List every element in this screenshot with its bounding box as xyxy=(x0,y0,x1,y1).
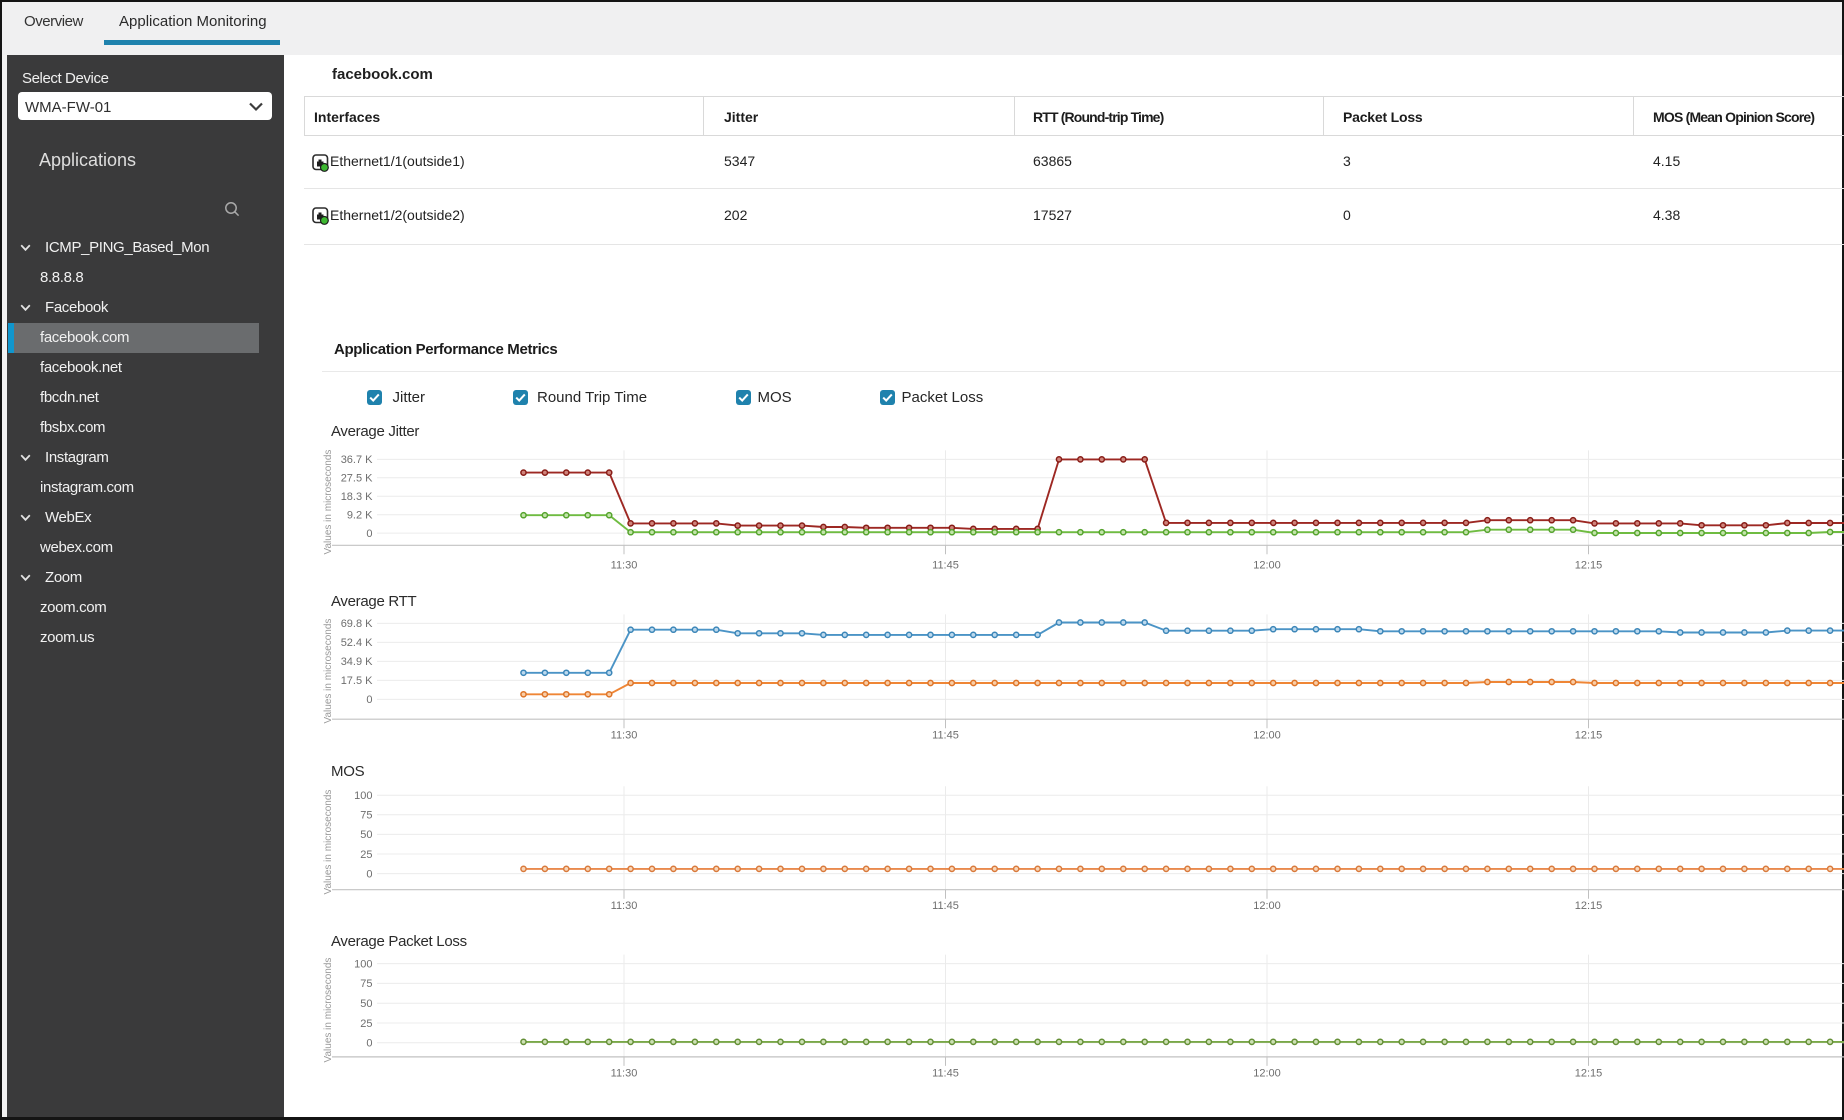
svg-text:11:45: 11:45 xyxy=(932,560,959,572)
svg-text:11:45: 11:45 xyxy=(932,900,959,912)
svg-text:12:00: 12:00 xyxy=(1253,1068,1281,1080)
svg-text:50: 50 xyxy=(360,829,372,841)
svg-text:34.9 K: 34.9 K xyxy=(341,656,373,668)
svg-text:75: 75 xyxy=(360,978,372,990)
svg-text:Values in microseconds: Values in microseconds xyxy=(323,958,334,1063)
svg-text:11:30: 11:30 xyxy=(611,560,638,572)
svg-text:11:30: 11:30 xyxy=(611,1068,638,1080)
svg-text:0: 0 xyxy=(366,528,372,540)
svg-text:Values in microseconds: Values in microseconds xyxy=(323,790,334,895)
svg-text:Average RTT: Average RTT xyxy=(331,593,416,610)
svg-text:Values in microseconds: Values in microseconds xyxy=(323,619,334,724)
svg-text:9.2 K: 9.2 K xyxy=(347,510,373,522)
svg-text:12:15: 12:15 xyxy=(1575,730,1603,742)
svg-text:12:15: 12:15 xyxy=(1575,900,1603,912)
svg-text:100: 100 xyxy=(354,958,372,970)
svg-text:36.7 K: 36.7 K xyxy=(341,454,373,466)
svg-text:17.5 K: 17.5 K xyxy=(341,675,373,687)
svg-text:25: 25 xyxy=(360,849,372,861)
svg-text:Average Packet Loss: Average Packet Loss xyxy=(331,933,467,950)
svg-text:11:30: 11:30 xyxy=(611,900,638,912)
svg-text:0: 0 xyxy=(366,1038,372,1050)
svg-text:50: 50 xyxy=(360,998,372,1010)
svg-text:0: 0 xyxy=(366,694,372,706)
svg-text:MOS: MOS xyxy=(331,763,365,780)
svg-text:Average Jitter: Average Jitter xyxy=(331,423,419,440)
svg-text:12:00: 12:00 xyxy=(1253,560,1281,572)
svg-text:12:15: 12:15 xyxy=(1575,1068,1603,1080)
svg-text:0: 0 xyxy=(366,868,372,880)
svg-text:18.3 K: 18.3 K xyxy=(341,491,373,503)
svg-text:Values in microseconds: Values in microseconds xyxy=(323,450,334,555)
svg-text:12:00: 12:00 xyxy=(1253,900,1281,912)
svg-text:12:00: 12:00 xyxy=(1253,730,1281,742)
svg-text:25: 25 xyxy=(360,1018,372,1030)
svg-text:75: 75 xyxy=(360,810,372,822)
svg-text:12:15: 12:15 xyxy=(1575,560,1603,572)
svg-text:69.8 K: 69.8 K xyxy=(341,618,373,630)
svg-text:100: 100 xyxy=(354,790,372,802)
svg-text:11:45: 11:45 xyxy=(932,1068,959,1080)
svg-text:52.4 K: 52.4 K xyxy=(341,637,373,649)
svg-text:11:45: 11:45 xyxy=(932,730,959,742)
svg-text:11:30: 11:30 xyxy=(611,730,638,742)
svg-text:27.5 K: 27.5 K xyxy=(341,473,373,485)
